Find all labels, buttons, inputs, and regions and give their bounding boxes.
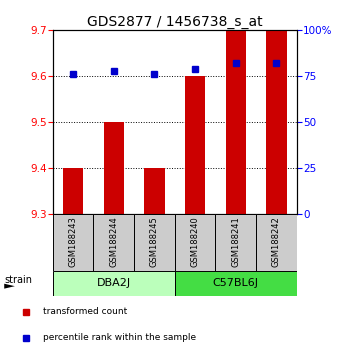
Text: GSM188245: GSM188245 (150, 216, 159, 267)
Bar (216, 214, 256, 271)
Bar (185, 76, 205, 214)
Text: DBA2J: DBA2J (97, 278, 131, 288)
Bar (134, 214, 175, 271)
Bar (93, 214, 134, 271)
Text: GSM188240: GSM188240 (191, 216, 199, 267)
Bar (53, 271, 175, 296)
Text: GSM188242: GSM188242 (272, 216, 281, 267)
Bar (175, 214, 216, 271)
Polygon shape (4, 284, 15, 289)
Bar (63, 168, 83, 214)
Text: GSM188244: GSM188244 (109, 216, 118, 267)
Bar (53, 214, 93, 271)
Bar (225, 30, 246, 214)
Text: strain: strain (4, 275, 32, 285)
Text: C57BL6J: C57BL6J (213, 278, 259, 288)
Text: percentile rank within the sample: percentile rank within the sample (43, 333, 196, 342)
Bar (256, 214, 297, 271)
Bar (104, 122, 124, 214)
Text: transformed count: transformed count (43, 308, 127, 316)
Bar (266, 30, 286, 214)
Text: GSM188241: GSM188241 (231, 216, 240, 267)
Bar (144, 168, 165, 214)
Bar (175, 271, 297, 296)
Title: GDS2877 / 1456738_s_at: GDS2877 / 1456738_s_at (87, 15, 263, 29)
Text: GSM188243: GSM188243 (69, 216, 78, 267)
